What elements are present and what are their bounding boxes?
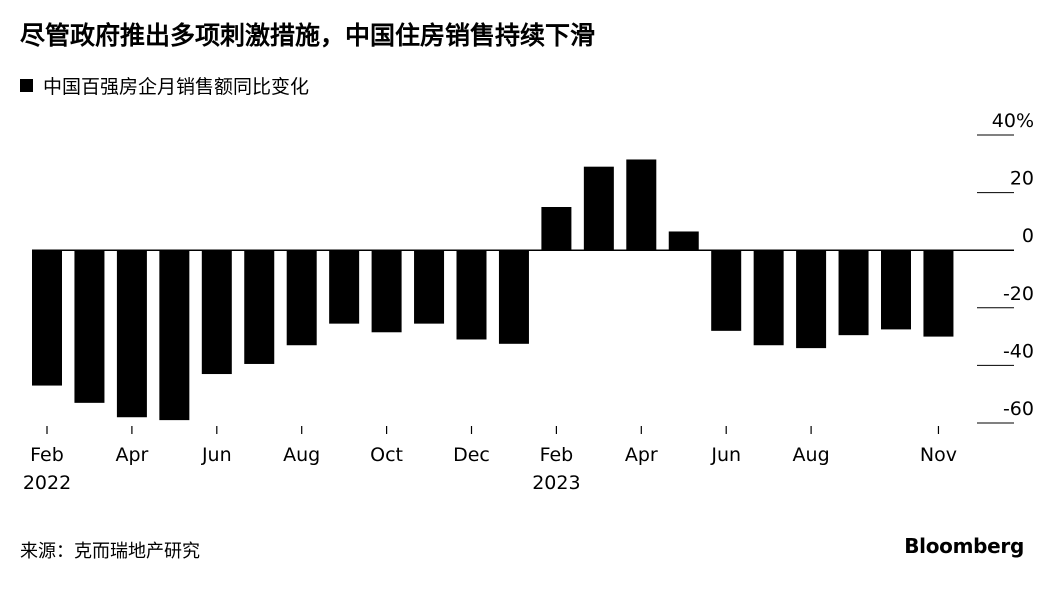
bar (414, 250, 445, 324)
x-tick-year-label: 2023 (532, 472, 580, 494)
legend-label: 中国百强房企月销售额同比变化 (43, 76, 310, 98)
x-tick-label: Apr (625, 444, 658, 466)
y-tick-label: 20 (1010, 168, 1034, 190)
x-tick-label: Feb (30, 444, 64, 466)
x-tick-label: Apr (115, 444, 148, 466)
bar (753, 250, 784, 346)
bar (201, 250, 232, 375)
legend: 中国百强房企月销售额同比变化 (20, 72, 309, 99)
y-tick-label: -60 (1003, 398, 1034, 420)
bar (881, 250, 911, 330)
bar (32, 250, 62, 386)
bar (371, 250, 402, 333)
x-tick-label: Dec (453, 444, 490, 466)
x-tick-label: Nov (920, 444, 957, 466)
y-tick-label: 0 (1022, 225, 1034, 247)
x-tick-label: Aug (283, 444, 320, 466)
x-tick-label: Jun (201, 444, 232, 466)
bar (796, 250, 827, 349)
bar (159, 250, 190, 421)
y-tick-label: 40% (992, 110, 1034, 132)
bar (456, 250, 487, 340)
y-tick-label: -40 (1003, 340, 1034, 362)
bar (329, 250, 360, 324)
x-tick-label: Aug (793, 444, 830, 466)
bloomberg-logo: Bloomberg (904, 534, 1024, 558)
bar (116, 250, 147, 418)
bar (74, 250, 105, 403)
bar (923, 250, 954, 337)
bar (838, 250, 869, 336)
bar (626, 159, 657, 251)
x-tick-label: Oct (370, 444, 403, 466)
bar (286, 250, 317, 346)
bar (711, 250, 742, 331)
bar (244, 250, 275, 364)
bar (583, 166, 614, 251)
bar (541, 207, 572, 251)
chart-title: 尽管政府推出多项刺激措施，中国住房销售持续下滑 (20, 21, 596, 50)
bar (668, 231, 699, 251)
y-tick-label: -20 (1003, 283, 1034, 305)
x-tick-label: Jun (710, 444, 741, 466)
legend-swatch (20, 79, 33, 92)
source-note: 来源：克而瑞地产研究 (20, 541, 200, 562)
bar (498, 250, 529, 344)
x-tick-year-label: 2022 (23, 472, 71, 494)
x-tick-label: Feb (540, 444, 574, 466)
